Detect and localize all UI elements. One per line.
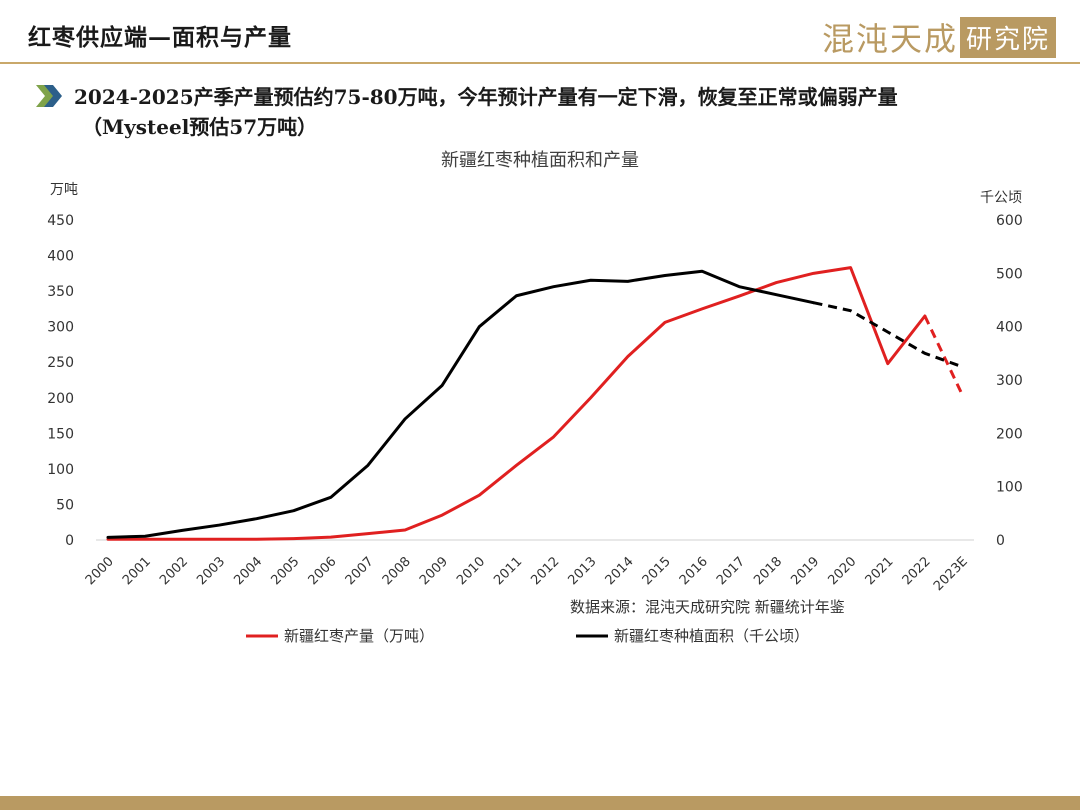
- right-tick-label-5: 500: [996, 266, 1023, 282]
- right-tick-label-4: 400: [996, 320, 1023, 336]
- header-rule: [0, 62, 1080, 64]
- company-logo: 混沌天成 研究院: [822, 14, 1056, 60]
- x-tick-label-13: 2013: [566, 554, 600, 588]
- right-tick-label-2: 200: [996, 426, 1023, 442]
- x-tick-label-15: 2015: [640, 554, 674, 588]
- left-tick-label-6: 300: [47, 320, 74, 336]
- x-tick-label-6: 2006: [306, 554, 340, 588]
- x-tick-label-23: 2023E: [931, 554, 971, 594]
- x-tick-label-19: 2019: [788, 554, 822, 588]
- right-axis-label: 千公顷: [980, 190, 1022, 206]
- left-tick-label-2: 100: [47, 462, 74, 478]
- x-tick-label-10: 2010: [454, 554, 488, 588]
- double-chevron-icon: [36, 85, 62, 107]
- left-tick-label-8: 400: [47, 249, 74, 265]
- left-tick-label-0: 0: [65, 533, 74, 549]
- right-tick-label-0: 0: [996, 533, 1005, 549]
- x-tick-label-7: 2007: [343, 554, 377, 588]
- x-tick-label-0: 2000: [83, 554, 117, 588]
- legend-label-1: 新疆红枣种植面积（千公顷）: [614, 627, 809, 645]
- x-tick-label-11: 2011: [491, 554, 525, 588]
- series-1-dashed-line: [813, 301, 963, 369]
- logo-main-text: 混沌天成: [821, 20, 958, 58]
- x-tick-label-12: 2012: [528, 554, 562, 588]
- x-tick-label-2: 2002: [157, 554, 191, 588]
- x-tick-label-1: 2001: [120, 554, 154, 588]
- x-tick-label-22: 2022: [900, 554, 934, 588]
- left-tick-label-1: 50: [56, 497, 74, 513]
- x-tick-label-17: 2017: [714, 554, 748, 588]
- x-tick-label-4: 2004: [231, 554, 265, 588]
- series-0-dashed-line: [923, 315, 964, 395]
- right-tick-label-6: 600: [996, 213, 1023, 229]
- x-tick-label-14: 2014: [603, 554, 637, 588]
- series-1-solid-line: [106, 269, 815, 539]
- x-tick-label-9: 2009: [417, 554, 451, 588]
- slide-title: 红枣供应端—面积与产量: [28, 24, 292, 51]
- x-tick-label-5: 2005: [268, 554, 302, 588]
- left-tick-label-3: 150: [47, 426, 74, 442]
- headline-line-2: （Mysteel预估57万吨）: [82, 115, 318, 139]
- left-axis-label: 万吨: [50, 182, 78, 198]
- x-tick-label-3: 2003: [194, 554, 228, 588]
- headline: 2024-2025产季产量预估约75-80万吨，今年预计产量有一定下滑，恢复至正…: [36, 82, 1046, 142]
- footer-bar: [0, 796, 1080, 810]
- left-tick-label-5: 250: [47, 355, 74, 371]
- left-tick-label-4: 200: [47, 391, 74, 407]
- x-tick-label-21: 2021: [863, 554, 897, 588]
- right-tick-label-1: 100: [996, 480, 1023, 496]
- area-production-chart: 新疆红枣种植面积和产量万吨千公顷 0 50 100 150 200 250 300 350 400…: [47, 150, 1023, 645]
- left-tick-label-9: 450: [47, 213, 74, 229]
- series-0-solid-line: [106, 266, 927, 541]
- logo-box-text: 研究院: [959, 16, 1056, 58]
- x-tick-label-20: 2020: [825, 554, 859, 588]
- x-tick-label-8: 2008: [380, 554, 414, 588]
- chart-source-note: 数据来源：混沌天成研究院 新疆统计年鉴: [570, 598, 845, 616]
- headline-line-1: 2024-2025产季产量预估约75-80万吨，今年预计产量有一定下滑，恢复至正…: [74, 85, 898, 109]
- legend-label-0: 新疆红枣产量（万吨）: [284, 627, 434, 645]
- x-tick-label-18: 2018: [751, 554, 785, 588]
- right-tick-label-3: 300: [996, 373, 1023, 389]
- left-tick-label-7: 350: [47, 284, 74, 300]
- chart-title: 新疆红枣种植面积和产量: [441, 150, 639, 171]
- x-tick-label-16: 2016: [677, 554, 711, 588]
